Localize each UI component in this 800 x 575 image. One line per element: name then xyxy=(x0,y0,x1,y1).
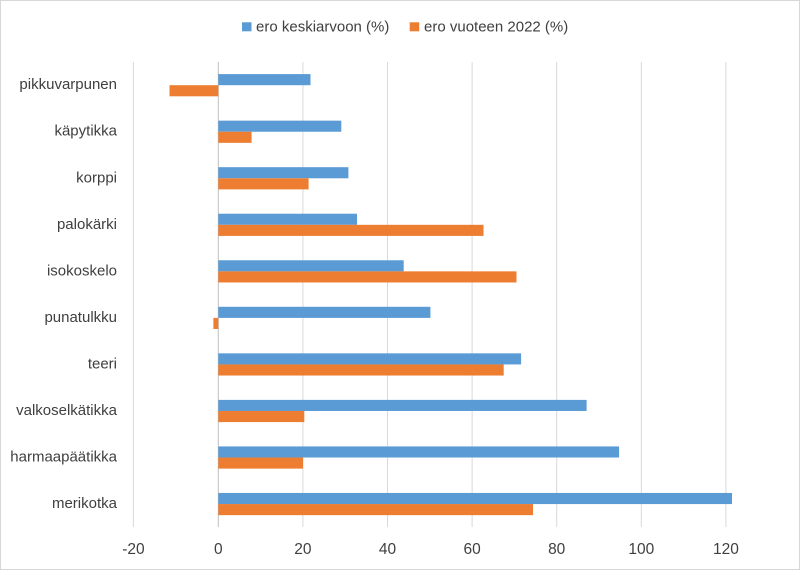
svg-text:käpytikka: käpytikka xyxy=(54,123,117,140)
svg-text:-20: -20 xyxy=(122,541,145,558)
svg-text:punatulkku: punatulkku xyxy=(44,309,117,326)
svg-text:merikotka: merikotka xyxy=(52,495,118,512)
svg-text:80: 80 xyxy=(548,541,566,558)
svg-text:20: 20 xyxy=(294,541,312,558)
svg-text:valkoselkätikka: valkoselkätikka xyxy=(16,402,118,419)
svg-text:0: 0 xyxy=(214,541,223,558)
svg-text:pikkuvarpunen: pikkuvarpunen xyxy=(19,76,117,93)
svg-text:60: 60 xyxy=(463,541,481,558)
svg-text:palokärki: palokärki xyxy=(57,216,117,233)
svg-text:120: 120 xyxy=(713,541,739,558)
svg-text:40: 40 xyxy=(379,541,397,558)
svg-text:ero vuoteen 2022 (%): ero vuoteen 2022 (%) xyxy=(424,19,568,36)
svg-text:100: 100 xyxy=(628,541,654,558)
svg-text:harmaapäätikka: harmaapäätikka xyxy=(10,449,117,466)
svg-text:ero keskiarvoon (%): ero keskiarvoon (%) xyxy=(256,19,389,36)
svg-text:isokoskelo: isokoskelo xyxy=(47,262,117,279)
svg-text:korppi: korppi xyxy=(76,169,117,186)
svg-text:teeri: teeri xyxy=(88,355,117,372)
